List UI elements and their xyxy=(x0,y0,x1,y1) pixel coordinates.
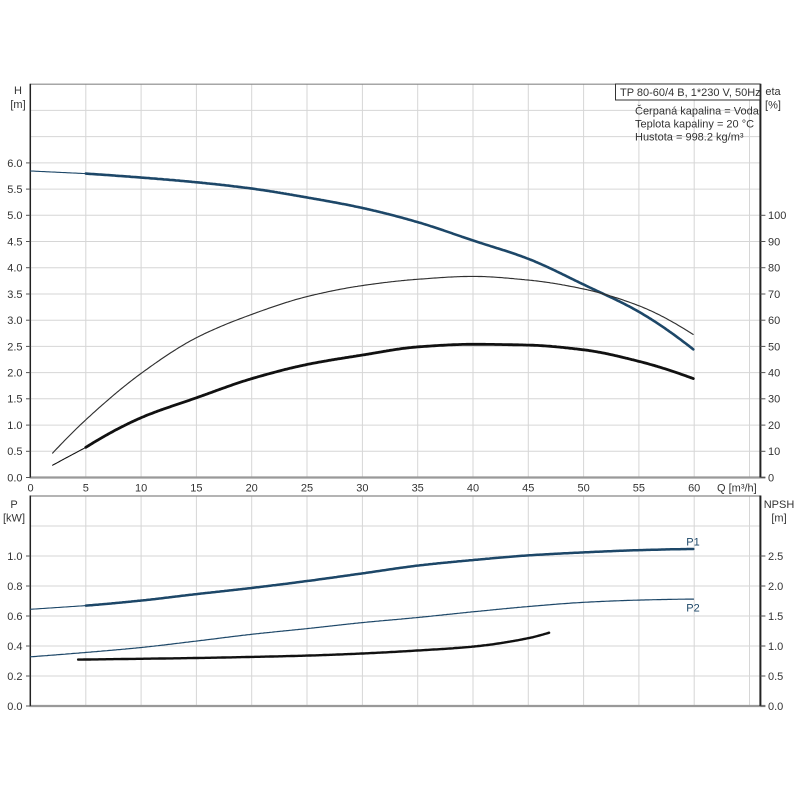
svg-text:40: 40 xyxy=(467,483,479,495)
svg-text:0: 0 xyxy=(768,472,774,484)
svg-text:P1: P1 xyxy=(686,537,699,549)
svg-text:1.0: 1.0 xyxy=(768,641,783,653)
svg-text:2.0: 2.0 xyxy=(7,368,22,380)
svg-text:50: 50 xyxy=(768,341,780,353)
svg-text:0.4: 0.4 xyxy=(7,641,22,653)
svg-text:P: P xyxy=(10,499,17,511)
svg-text:90: 90 xyxy=(768,236,780,248)
svg-text:60: 60 xyxy=(768,315,780,327)
svg-text:20: 20 xyxy=(768,420,780,432)
svg-text:3.0: 3.0 xyxy=(7,315,22,327)
svg-text:0.0: 0.0 xyxy=(7,472,22,484)
svg-text:TP 80-60/4 B, 1*230 V, 50Hz: TP 80-60/4 B, 1*230 V, 50Hz xyxy=(620,87,761,99)
svg-text:20: 20 xyxy=(246,483,258,495)
svg-text:0.5: 0.5 xyxy=(768,671,783,683)
svg-text:eta: eta xyxy=(765,86,781,98)
svg-text:35: 35 xyxy=(412,483,424,495)
svg-text:0.6: 0.6 xyxy=(7,611,22,623)
svg-text:60: 60 xyxy=(688,483,700,495)
svg-text:[%]: [%] xyxy=(765,100,781,112)
svg-text:0.0: 0.0 xyxy=(7,701,22,713)
svg-text:0.2: 0.2 xyxy=(7,671,22,683)
svg-text:100: 100 xyxy=(768,210,786,222)
svg-text:50: 50 xyxy=(577,483,589,495)
svg-text:15: 15 xyxy=(190,483,202,495)
svg-text:0.8: 0.8 xyxy=(7,581,22,593)
svg-text:1.5: 1.5 xyxy=(768,611,783,623)
svg-text:NPSH: NPSH xyxy=(764,499,795,511)
svg-text:30: 30 xyxy=(768,394,780,406)
svg-text:45: 45 xyxy=(522,483,534,495)
svg-text:80: 80 xyxy=(768,263,780,275)
svg-text:[kW]: [kW] xyxy=(3,513,25,525)
svg-text:4.0: 4.0 xyxy=(7,263,22,275)
svg-text:5.5: 5.5 xyxy=(7,184,22,196)
svg-text:Čerpaná kapalina = Voda: Čerpaná kapalina = Voda xyxy=(635,105,760,118)
svg-text:1.5: 1.5 xyxy=(7,394,22,406)
svg-text:5.0: 5.0 xyxy=(7,210,22,222)
svg-text:40: 40 xyxy=(768,368,780,380)
svg-text:10: 10 xyxy=(135,483,147,495)
svg-text:[m]: [m] xyxy=(771,513,786,525)
svg-text:1.0: 1.0 xyxy=(7,551,22,563)
svg-text:70: 70 xyxy=(768,289,780,301)
svg-text:25: 25 xyxy=(301,483,313,495)
svg-text:Q [m³/h]: Q [m³/h] xyxy=(717,483,757,495)
svg-text:6.0: 6.0 xyxy=(7,158,22,170)
svg-text:0.0: 0.0 xyxy=(768,701,783,713)
svg-text:5: 5 xyxy=(83,483,89,495)
svg-text:Teplota kapaliny = 20 °C: Teplota kapaliny = 20 °C xyxy=(635,119,754,131)
svg-text:30: 30 xyxy=(356,483,368,495)
svg-text:[m]: [m] xyxy=(10,99,25,111)
svg-text:0: 0 xyxy=(27,483,33,495)
svg-text:0.5: 0.5 xyxy=(7,446,22,458)
svg-text:4.5: 4.5 xyxy=(7,236,22,248)
svg-text:10: 10 xyxy=(768,446,780,458)
svg-text:Hustota = 998.2 kg/m³: Hustota = 998.2 kg/m³ xyxy=(635,132,744,144)
svg-text:55: 55 xyxy=(633,483,645,495)
svg-text:3.5: 3.5 xyxy=(7,289,22,301)
svg-text:2.0: 2.0 xyxy=(768,581,783,593)
svg-text:1.0: 1.0 xyxy=(7,420,22,432)
svg-text:2.5: 2.5 xyxy=(7,341,22,353)
svg-text:2.5: 2.5 xyxy=(768,551,783,563)
svg-text:P2: P2 xyxy=(686,603,699,615)
svg-text:H: H xyxy=(14,85,22,97)
